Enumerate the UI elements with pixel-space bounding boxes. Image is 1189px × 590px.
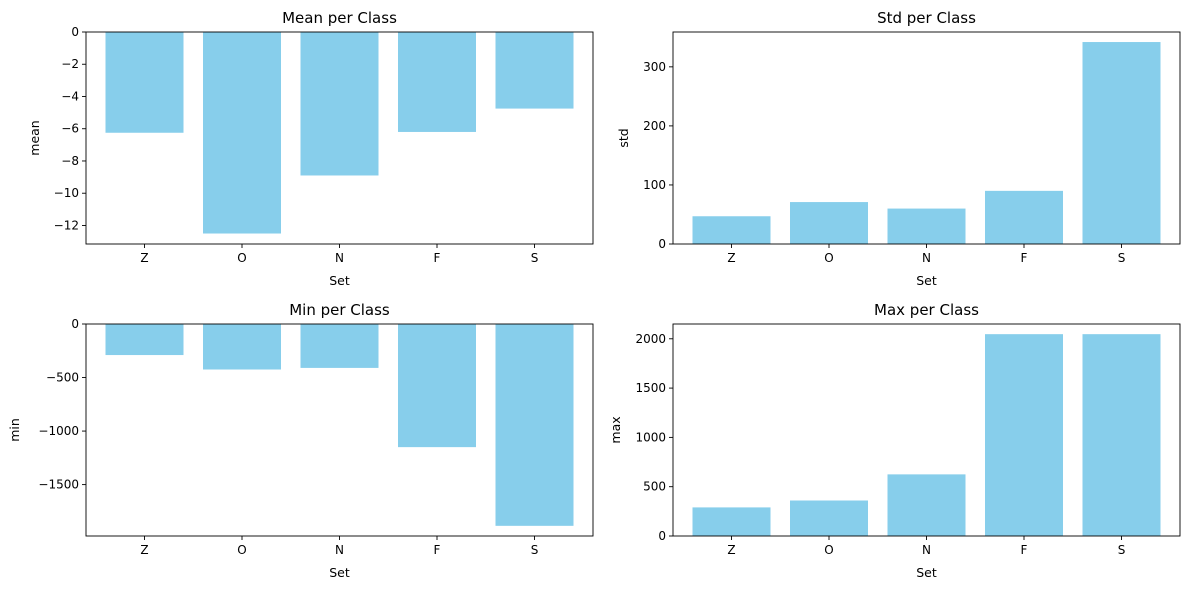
bar-F xyxy=(985,334,1063,536)
x-axis-label: Set xyxy=(916,565,937,580)
bar-S xyxy=(495,32,574,109)
x-tick-label: F xyxy=(1021,543,1028,557)
x-tick-label: O xyxy=(824,543,833,557)
bar-O xyxy=(203,324,281,370)
bar-Z xyxy=(105,32,184,133)
x-tick-label: O xyxy=(237,251,246,265)
y-tick-label: 200 xyxy=(643,119,666,133)
bar-N xyxy=(887,474,966,536)
bar-F xyxy=(398,324,476,448)
y-tick-label: 0 xyxy=(658,529,666,543)
y-tick-label: −500 xyxy=(46,371,79,385)
y-tick-label: 500 xyxy=(643,480,666,494)
plot-title: Min per Class xyxy=(289,301,390,319)
bar-S xyxy=(1082,42,1161,244)
x-tick-label: S xyxy=(531,251,539,265)
bar-O xyxy=(203,32,281,234)
x-tick-label: N xyxy=(922,543,931,557)
y-tick-label: 1000 xyxy=(635,430,666,444)
plot-title: Max per Class xyxy=(874,301,979,319)
bars xyxy=(692,334,1161,536)
y-axis-label: std xyxy=(616,128,631,147)
x-axis-label: Set xyxy=(916,273,937,288)
y-tick-label: −1000 xyxy=(38,424,79,438)
y-axis-label: min xyxy=(7,418,22,442)
x-axis-label: Set xyxy=(329,273,350,288)
bar-N xyxy=(300,324,379,368)
x-tick-label: F xyxy=(434,543,441,557)
x-tick-label: N xyxy=(922,251,931,265)
y-tick-label: 300 xyxy=(643,60,666,74)
y-tick-label: 0 xyxy=(658,237,666,251)
bar-N xyxy=(300,32,379,176)
bar-Z xyxy=(105,324,184,356)
y-tick-label: −8 xyxy=(61,154,79,168)
bars xyxy=(692,42,1161,244)
plot-title: Mean per Class xyxy=(282,9,397,27)
panel-min: Min per Class Set min Z O N F S 0 −500 −1000 −15… xyxy=(7,301,594,580)
y-tick-label: −10 xyxy=(54,186,79,200)
bar-O xyxy=(790,202,868,244)
x-tick-label: Z xyxy=(140,251,148,265)
y-tick-label: −4 xyxy=(61,89,79,103)
bar-N xyxy=(887,208,966,244)
x-tick-label: Z xyxy=(727,251,735,265)
plot-title: Std per Class xyxy=(877,9,976,27)
x-axis-label: Set xyxy=(329,565,350,580)
bars xyxy=(105,32,574,234)
y-tick-label: 2000 xyxy=(635,332,666,346)
x-tick-label: F xyxy=(434,251,441,265)
y-tick-label: −6 xyxy=(61,122,79,136)
x-tick-label: O xyxy=(824,251,833,265)
bar-S xyxy=(1082,334,1161,536)
bars xyxy=(105,324,574,526)
y-tick-label: −2 xyxy=(61,57,79,71)
panel-std: Std per Class Set std Z O N F S 0 100 200 300 xyxy=(616,9,1181,288)
x-tick-label: N xyxy=(335,251,344,265)
panel-max: Max per Class Set max Z O N F S 0 500 1000 1500 2… xyxy=(608,301,1181,580)
x-tick-label: N xyxy=(335,543,344,557)
bar-O xyxy=(790,500,868,536)
y-tick-label: −12 xyxy=(54,218,79,232)
y-tick-label: 100 xyxy=(643,178,666,192)
y-tick-label: −1500 xyxy=(38,478,79,492)
bar-F xyxy=(985,190,1063,244)
y-tick-label: 0 xyxy=(71,317,79,331)
x-tick-label: S xyxy=(1118,251,1126,265)
y-tick-label: 1500 xyxy=(635,381,666,395)
bar-Z xyxy=(692,216,771,244)
bar-S xyxy=(495,324,574,526)
x-tick-label: Z xyxy=(727,543,735,557)
y-tick-label: 0 xyxy=(71,25,79,39)
panel-mean: Mean per Class Set mean Z O N F S 0 −2 −4 −6 −8 −1… xyxy=(27,9,594,288)
x-tick-label: Z xyxy=(140,543,148,557)
y-axis-label: mean xyxy=(27,120,42,155)
x-tick-label: S xyxy=(531,543,539,557)
x-tick-label: S xyxy=(1118,543,1126,557)
bar-F xyxy=(398,32,476,132)
y-axis-label: max xyxy=(608,416,623,443)
x-tick-label: O xyxy=(237,543,246,557)
bar-Z xyxy=(692,507,771,536)
x-tick-label: F xyxy=(1021,251,1028,265)
